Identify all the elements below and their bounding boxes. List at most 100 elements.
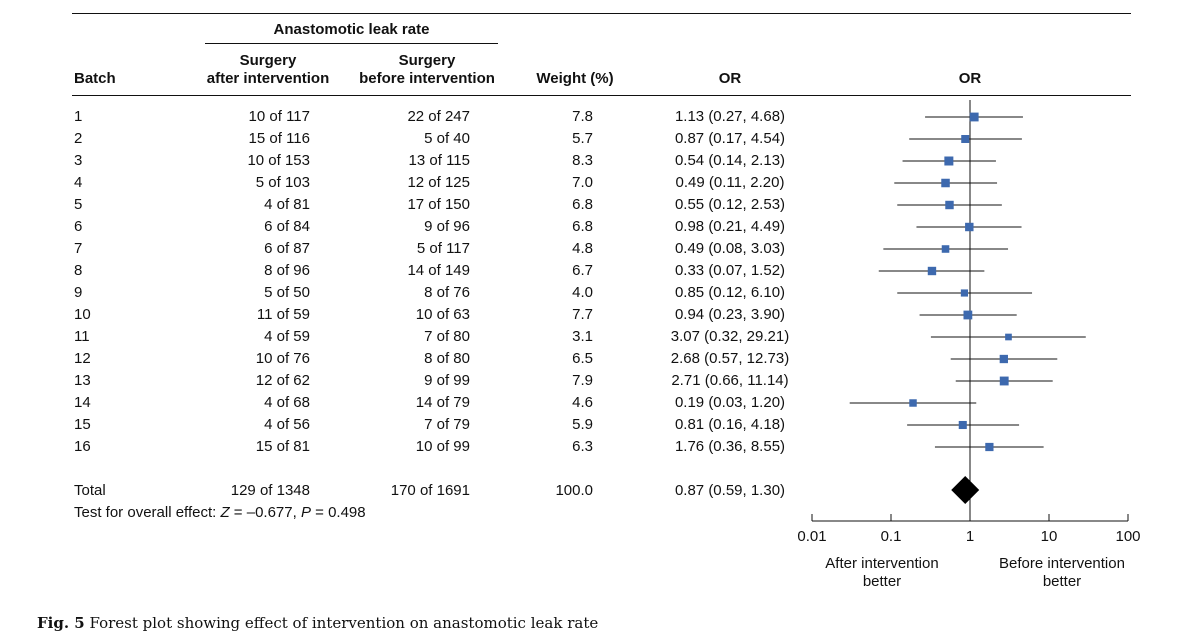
weight-header: Weight (%) (536, 70, 614, 87)
or-cell: 0.19 (0.03, 1.20) (674, 394, 786, 411)
batch-cell: 9 (74, 284, 83, 301)
x-tick-label: 10 (1041, 528, 1058, 545)
batch-cell: 6 (74, 218, 83, 235)
batch-cell: 3 (74, 152, 83, 169)
point-estimate (999, 354, 1008, 364)
point-estimate (965, 222, 974, 232)
batch-cell: 11 (74, 328, 90, 345)
favours-right-line2: better (1042, 573, 1082, 590)
z-symbol: Z (220, 504, 230, 521)
z-value: = –0.677, (229, 504, 301, 521)
weight-cell: 7.8 (572, 108, 593, 125)
batch-cell: 12 (74, 350, 91, 367)
weight-cell: 8.3 (572, 152, 593, 169)
before-cell: 12 of 125 (407, 174, 470, 191)
before-cell: 9 of 99 (424, 372, 470, 389)
point-estimate (909, 399, 917, 407)
batch-header: Batch (74, 70, 116, 87)
or-cell: 0.33 (0.07, 1.52) (674, 262, 786, 279)
point-estimate (999, 376, 1009, 386)
weight-cell: 5.9 (572, 416, 593, 433)
point-estimate (927, 266, 937, 276)
or-cell: 0.81 (0.16, 4.18) (674, 416, 786, 433)
weight-cell: 7.0 (572, 174, 593, 191)
weight-cell: 6.3 (572, 438, 593, 455)
before-cell: 9 of 96 (424, 218, 470, 235)
or-cell: 0.94 (0.23, 3.90) (674, 306, 786, 323)
x-tick-label: 1 (966, 528, 974, 545)
favours-left-line2: better (862, 573, 902, 590)
x-tick-label: 100 (1115, 528, 1140, 545)
total-or: 0.87 (0.59, 1.30) (674, 482, 786, 499)
total-before: 170 of 1691 (390, 482, 470, 499)
after-cell: 15 of 116 (248, 130, 310, 147)
or-text-header: OR (718, 70, 742, 87)
or-plot-header: OR (958, 70, 982, 87)
before-cell: 5 of 40 (424, 130, 470, 147)
or-cell: 0.87 (0.17, 4.54) (674, 130, 786, 147)
caption-label: Fig. 5 (37, 614, 85, 632)
after-cell: 15 of 81 (255, 438, 310, 455)
batch-cell: 15 (74, 416, 91, 433)
batch-cell: 5 (74, 196, 83, 213)
x-tick-label: 0.01 (797, 528, 826, 545)
or-cell: 0.54 (0.14, 2.13) (674, 152, 786, 169)
after-cell: 6 of 87 (264, 240, 310, 257)
or-cell: 1.76 (0.36, 8.55) (674, 438, 786, 455)
or-cell: 3.07 (0.32, 29.21) (670, 328, 790, 345)
weight-cell: 3.1 (572, 328, 593, 345)
before-cell: 8 of 76 (424, 284, 470, 301)
group-underline (205, 43, 498, 44)
after-cell: 8 of 96 (264, 262, 310, 279)
point-estimate (941, 178, 950, 188)
point-estimate (960, 289, 969, 297)
before-cell: 13 of 115 (408, 152, 470, 169)
or-cell: 2.71 (0.66, 11.14) (671, 372, 789, 389)
top-rule (72, 13, 1131, 14)
batch-cell: 14 (74, 394, 91, 411)
before-cell: 14 of 149 (407, 262, 470, 279)
weight-cell: 6.8 (572, 196, 593, 213)
point-estimate (945, 200, 954, 210)
or-cell: 1.13 (0.27, 4.68) (674, 108, 786, 125)
point-estimate (961, 135, 970, 143)
or-cell: 2.68 (0.57, 12.73) (670, 350, 790, 367)
batch-cell: 4 (74, 174, 83, 191)
before-cell: 14 of 79 (415, 394, 470, 411)
batch-cell: 8 (74, 262, 83, 279)
overall-effect-test: Test for overall effect: Z = –0.677, P =… (74, 504, 366, 522)
point-estimate (1005, 333, 1012, 341)
p-value: = 0.498 (310, 504, 366, 521)
batch-cell: 16 (74, 438, 91, 455)
batch-cell: 10 (74, 306, 91, 323)
weight-cell: 7.9 (572, 372, 593, 389)
after-cell: 10 of 76 (255, 350, 310, 367)
weight-cell: 6.8 (572, 218, 593, 235)
favours-right-line1: Before intervention (999, 555, 1125, 572)
after-cell: 5 of 50 (264, 284, 310, 301)
after-cell: 4 of 56 (264, 416, 310, 433)
group-title: Anastomotic leak rate (273, 21, 430, 38)
x-tick-label: 0.1 (881, 528, 902, 545)
weight-cell: 5.7 (572, 130, 593, 147)
or-cell: 0.98 (0.21, 4.49) (674, 218, 786, 235)
after-cell: 10 of 153 (247, 152, 310, 169)
point-estimate (941, 245, 950, 253)
after-cell: 5 of 103 (255, 174, 310, 191)
batch-cell: 2 (74, 130, 83, 147)
batch-cell: 7 (74, 240, 83, 257)
weight-cell: 6.5 (572, 350, 593, 367)
total-weight: 100.0 (555, 482, 593, 499)
figure-caption: Fig. 5 Forest plot showing effect of int… (37, 614, 598, 632)
weight-cell: 6.7 (572, 262, 593, 279)
point-estimate (944, 156, 954, 166)
before-cell: 10 of 63 (415, 306, 470, 323)
before-cell: 17 of 150 (407, 196, 470, 213)
before-cell: 5 of 117 (416, 240, 470, 257)
or-cell: 0.55 (0.12, 2.53) (674, 196, 786, 213)
after-header-line1: Surgery (239, 52, 297, 69)
point-estimate (963, 310, 973, 320)
test-prefix: Test for overall effect: (74, 504, 221, 521)
point-estimate (985, 442, 994, 452)
